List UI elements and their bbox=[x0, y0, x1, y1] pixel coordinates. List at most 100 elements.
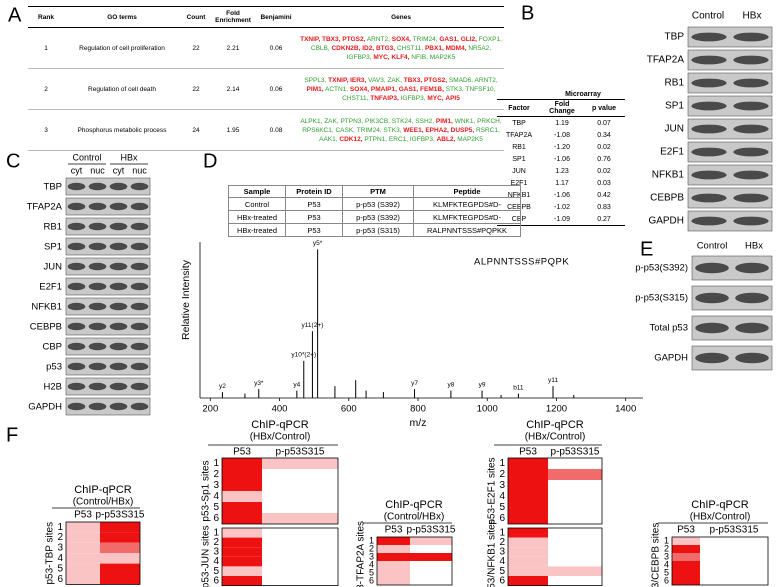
row-label: 6 bbox=[369, 575, 374, 585]
panel-letter: A bbox=[8, 4, 22, 26]
heatmap-cell bbox=[66, 532, 100, 542]
gene: PTPN1, bbox=[364, 136, 387, 143]
blot-band bbox=[89, 243, 107, 250]
heatmap-cell bbox=[508, 576, 548, 586]
heatmap-y-label: p53/NFKB1 sites bbox=[487, 519, 498, 587]
gene: CBLB, bbox=[311, 45, 330, 52]
gene: ID2, bbox=[362, 45, 374, 52]
heatmap-cell bbox=[377, 577, 410, 585]
peak-label: y9 bbox=[479, 381, 486, 388]
row-label: 3 bbox=[499, 480, 505, 491]
heatmap-cell bbox=[377, 553, 410, 561]
blot-band bbox=[68, 323, 86, 330]
blot-band bbox=[89, 383, 107, 390]
row-label: 2 bbox=[57, 532, 63, 543]
table-cell: SP1 bbox=[497, 153, 541, 165]
protein-label: GAPDH bbox=[654, 353, 688, 364]
heatmap-cell bbox=[700, 569, 768, 577]
protein-label: TBP bbox=[665, 32, 685, 43]
gene: PBX1, bbox=[425, 45, 444, 52]
blot-band bbox=[110, 403, 128, 410]
table-cell: -1.20 bbox=[541, 141, 583, 153]
heatmap-cell bbox=[548, 538, 602, 548]
gene: SMAD6, bbox=[449, 77, 473, 84]
blot-band bbox=[131, 323, 149, 330]
heatmap-cell bbox=[262, 566, 338, 576]
heatmap-cell bbox=[377, 569, 410, 577]
heatmap-y-label: p53-E2F1 sites bbox=[487, 457, 498, 524]
row-label: 6 bbox=[57, 574, 63, 585]
blot-band bbox=[68, 203, 86, 210]
table-cell: P53 bbox=[286, 211, 343, 224]
table-cell: -1.06 bbox=[541, 153, 583, 165]
table-row: SP1-1.060.76 bbox=[497, 153, 625, 165]
gene: ERC1, bbox=[389, 136, 408, 143]
heatmap-cell bbox=[100, 522, 140, 532]
gene: PTPN3, bbox=[340, 118, 363, 125]
table-cell: 0.83 bbox=[583, 201, 625, 213]
table-cell: 1.17 bbox=[541, 177, 583, 189]
heatmap-cell bbox=[548, 469, 602, 480]
heatmap-cell bbox=[222, 480, 262, 491]
column-header: Count bbox=[180, 7, 212, 28]
blot-band bbox=[131, 383, 149, 390]
column-header: p value bbox=[583, 100, 625, 117]
table-cell: 0.06 bbox=[254, 28, 298, 69]
lane-label: HBx bbox=[743, 11, 762, 22]
heatmap-subtitle: (HBx/Control) bbox=[690, 512, 751, 523]
blot-band bbox=[733, 148, 768, 157]
heatmap-cell bbox=[672, 577, 700, 585]
heatmap-cell bbox=[262, 538, 338, 548]
heatmap-cell bbox=[410, 545, 452, 553]
heatmap-cell bbox=[262, 469, 338, 480]
blot-band bbox=[691, 33, 726, 42]
blot-band bbox=[110, 303, 128, 310]
gene: ABL2, bbox=[437, 136, 456, 143]
heatmap-cell bbox=[222, 502, 262, 513]
heatmap-cell bbox=[100, 574, 140, 584]
gene: GLI2, bbox=[461, 36, 477, 43]
heatmap-cell bbox=[700, 537, 768, 545]
go-table: RankGO termsCountFold EnrichmentBenjamin… bbox=[28, 6, 504, 151]
heatmap-cell bbox=[508, 547, 548, 557]
table-cell: TBP bbox=[497, 117, 541, 130]
heatmap-cell bbox=[672, 553, 700, 561]
column-label: p-p53S315 bbox=[710, 525, 759, 536]
row-label: 4 bbox=[499, 491, 505, 502]
table-row: HBx-treatedP53p-p53 (S392)KLMFKTEGPDS#D- bbox=[229, 211, 521, 224]
protein-label: E2F1 bbox=[660, 147, 684, 158]
heatmap-cell bbox=[66, 543, 100, 553]
blot-band bbox=[110, 203, 128, 210]
gene: MAP2K5 bbox=[430, 54, 456, 61]
column-header: Protein ID bbox=[286, 186, 343, 198]
heatmap-cell bbox=[548, 480, 602, 491]
heatmap-cell bbox=[700, 577, 768, 585]
blot-band bbox=[733, 79, 768, 88]
heatmap-cell bbox=[410, 569, 452, 577]
blot-band bbox=[695, 263, 729, 274]
table-cell: JUN bbox=[497, 165, 541, 177]
table-header-row: SampleProtein IDPTMPeptide bbox=[229, 186, 521, 198]
table-cell: Phosphorus metabolic process bbox=[64, 110, 180, 151]
protein-label: GAPDH bbox=[28, 402, 62, 413]
table-cell: 1.95 bbox=[212, 110, 254, 151]
heatmap-y-label: p53-Sp1 sites bbox=[201, 460, 212, 521]
panel-letter: B bbox=[521, 2, 534, 24]
column-header: GO terms bbox=[64, 7, 180, 28]
blot-band bbox=[735, 353, 769, 364]
heatmap-cell bbox=[222, 469, 262, 480]
protein-label: TFAP2A bbox=[27, 202, 63, 213]
column-label: P53 bbox=[385, 525, 403, 536]
protein-label: E2F1 bbox=[39, 282, 62, 293]
heatmap-cell bbox=[222, 557, 262, 567]
x-tick-label: 1400 bbox=[615, 404, 636, 415]
blot-band bbox=[68, 303, 86, 310]
group-label: HBx bbox=[120, 152, 138, 162]
x-tick-label: 400 bbox=[272, 404, 288, 415]
row-label: 6 bbox=[499, 513, 505, 524]
gene: BTG3, bbox=[376, 45, 395, 52]
row-label: 6 bbox=[213, 575, 219, 586]
column-header: PTM bbox=[343, 186, 414, 198]
gene: SOX4, bbox=[350, 86, 369, 93]
